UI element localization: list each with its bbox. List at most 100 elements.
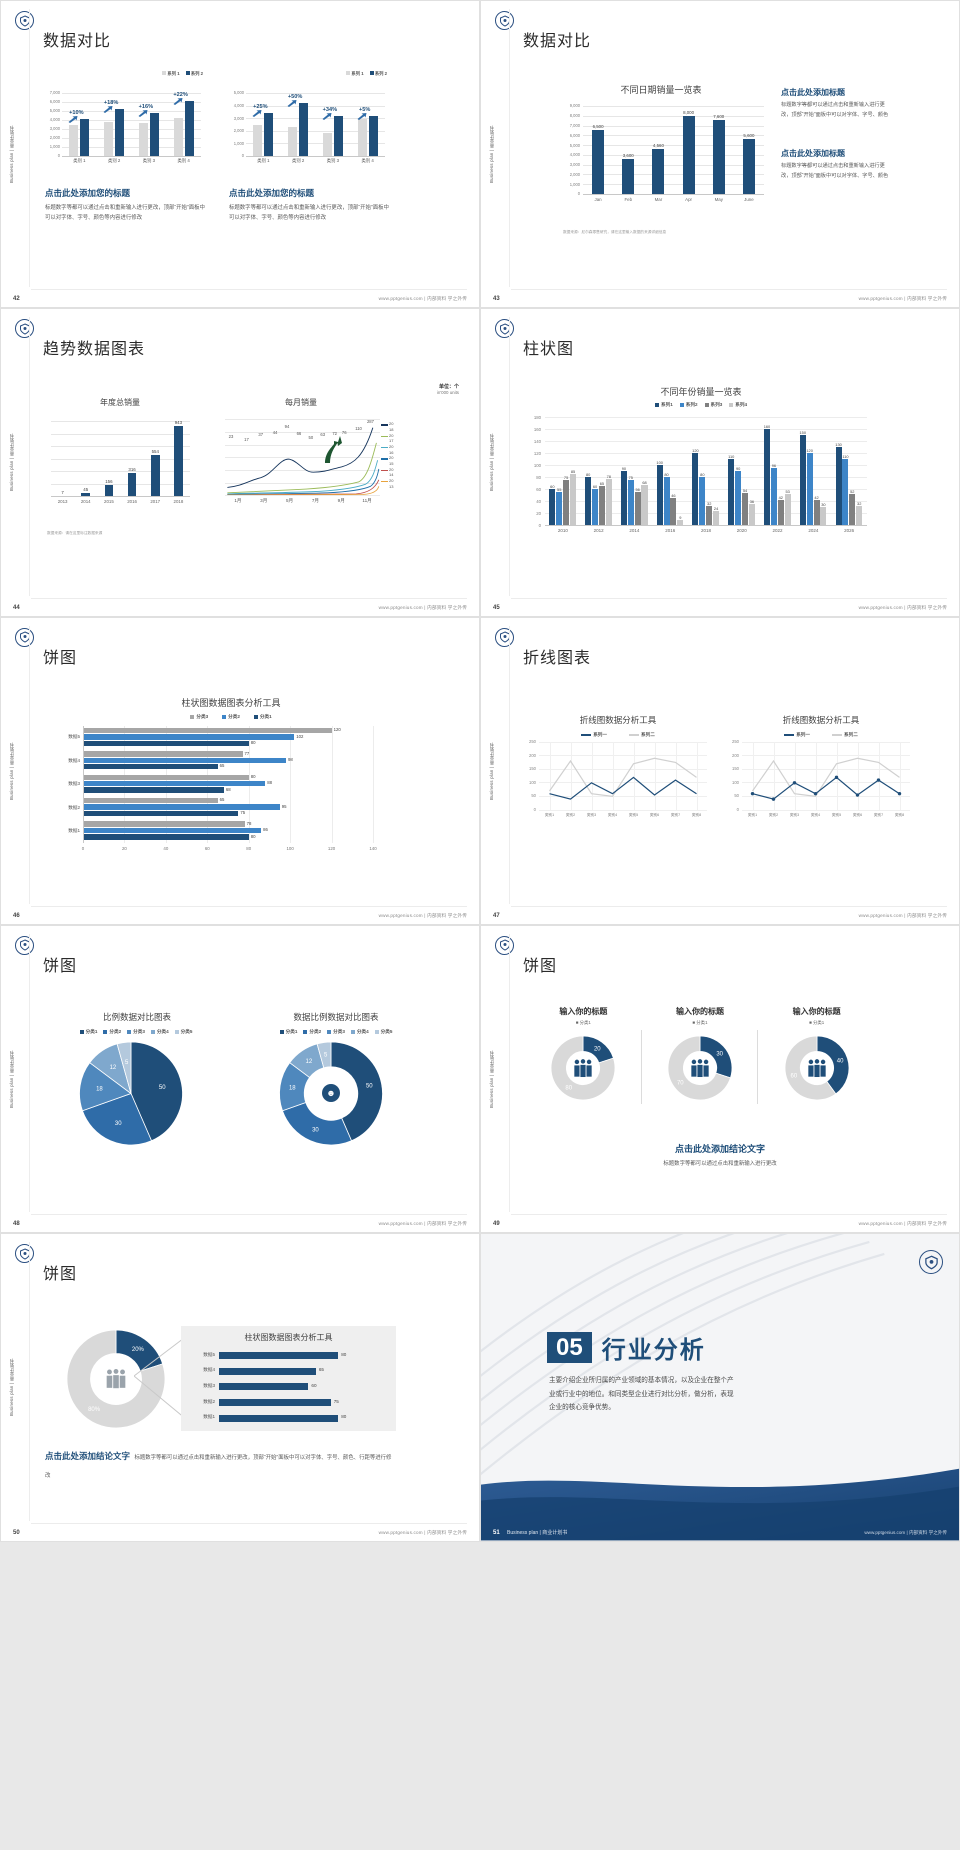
footer-divider xyxy=(31,1214,467,1216)
x-axis-label: 类别1 xyxy=(747,812,758,817)
chart-s50-panel: 柱状图数据图表分析工具 80 数据5 65 数据4 60 数据3 75 数据2 80 数据1 xyxy=(181,1326,396,1432)
bar xyxy=(735,471,742,526)
bar xyxy=(149,112,159,156)
bar-value-label: 68 xyxy=(225,786,231,792)
footer-divider xyxy=(31,1522,467,1524)
bar-value-label: 65 xyxy=(219,797,225,803)
logo-icon xyxy=(495,627,514,647)
block-body: 标题数字等都可以通过点击和重新输入进行更改，顶部“开始”面板中可以对字体、字号、… xyxy=(781,102,889,118)
gridline xyxy=(696,741,698,810)
gridline xyxy=(225,419,380,421)
x-axis-label: Mar xyxy=(654,196,663,202)
gridline xyxy=(62,120,201,121)
gridline xyxy=(539,741,707,743)
bar xyxy=(83,797,218,804)
legend-label: 系列二 xyxy=(844,731,858,737)
bar-value-label: 24 xyxy=(713,505,719,511)
y-axis-tick: 150 xyxy=(732,766,739,772)
bar-value-label: 80 xyxy=(250,739,256,745)
bar xyxy=(83,827,262,834)
pie-slices: 50 30 18 12 5 xyxy=(279,1041,383,1146)
donut-group: 输入你的标题 ■ 分类1 40 60 xyxy=(758,1004,875,1134)
x-axis-label: 类别2 xyxy=(768,812,779,817)
x-axis-tick: 140 xyxy=(369,845,377,851)
bar-value-label: 32 xyxy=(707,501,712,507)
block-body: 标题数字等都可以通过点击和重新输入进行更改，顶部“开始”面板中可以对字体、字号、… xyxy=(45,205,205,221)
x-axis-tick: 120 xyxy=(327,845,336,851)
y-axis-tick: 250 xyxy=(732,739,739,745)
gridline xyxy=(373,725,374,843)
bar xyxy=(83,757,286,763)
y-axis-tick: 6,000 xyxy=(49,99,60,105)
svg-text:20%: 20% xyxy=(132,1347,145,1353)
bar-value-label: 46 xyxy=(671,492,676,498)
bar-value-label: 80 xyxy=(250,773,256,779)
bar xyxy=(663,477,670,526)
x-axis-label: 类别 3 xyxy=(326,158,339,163)
bar xyxy=(641,484,648,526)
bar xyxy=(299,103,309,156)
chart-title-right: 每月销量 xyxy=(285,398,317,408)
footer-divider xyxy=(511,905,947,907)
gridline xyxy=(225,431,380,433)
bar-value-label: 78 xyxy=(606,473,611,479)
legend-label: 系列 1 xyxy=(351,71,364,76)
block-heading: 点击此处添加您的标题 xyxy=(45,188,131,198)
sidebar-vertical-text: Business plan | 商业计划书 xyxy=(9,741,14,800)
bar-value-label: 77 xyxy=(244,750,250,756)
bar xyxy=(83,804,280,810)
y-axis-tick: 120 xyxy=(533,450,541,456)
y-axis-tick: 100 xyxy=(529,779,536,785)
legend-label: 分类3 xyxy=(133,1028,145,1034)
bar xyxy=(742,139,755,194)
gridline xyxy=(899,741,901,810)
data-point-label: 50 xyxy=(308,434,314,440)
slide-49: Business plan | 商业计划书 饼图 输入你的标题 ■ 分类1 20 80… xyxy=(480,924,960,1234)
logo-icon xyxy=(495,319,514,339)
left-rule xyxy=(29,933,30,1213)
line-series-group xyxy=(549,757,697,800)
y-axis-tick: 180 xyxy=(533,414,541,420)
gridline xyxy=(62,102,201,103)
chart-legend: 系列1 系列2 系列3 系列4 xyxy=(581,402,821,408)
series-end-swatch xyxy=(381,458,388,460)
y-axis-tick: 100 xyxy=(732,779,739,785)
bar-value-label: 9 xyxy=(679,514,682,520)
pie-slices: 40 60 xyxy=(784,1035,850,1101)
logo-icon xyxy=(495,935,514,955)
chart-legend-left: 系列一 系列二 xyxy=(523,732,713,738)
bar-value-label: 80 xyxy=(341,1351,347,1357)
y-axis-tick: 0 xyxy=(57,153,60,159)
bar-value-label: 90 xyxy=(621,466,627,472)
gridline xyxy=(246,130,385,132)
gridline xyxy=(62,147,201,148)
slide-51: 05 行业分析 主要介绍企业所归属的产业领域的基本情况，以及企业在整个产业或行业… xyxy=(480,1233,960,1542)
chart-title: 不同年份销量一览表 xyxy=(660,387,742,398)
bar xyxy=(598,486,605,526)
people-group-icon xyxy=(102,1368,130,1390)
x-axis-line xyxy=(583,194,764,195)
left-rule xyxy=(29,625,30,904)
chart-legend-right: 系列一 系列二 xyxy=(726,732,916,738)
data-point-label: 110 xyxy=(355,425,362,431)
bar xyxy=(219,1352,339,1360)
y-axis-tick: 0 xyxy=(538,522,541,528)
bar xyxy=(219,1414,339,1422)
gridline xyxy=(583,115,764,117)
footer-note: www.pptgenius.com | 内部资料 学之外传 xyxy=(858,1221,947,1227)
donut-chart: 30 70 xyxy=(662,1030,738,1106)
bar-value-label: 80 xyxy=(250,833,256,839)
y-axis-tick: 0 xyxy=(241,153,244,159)
gridline xyxy=(225,457,380,459)
gridline xyxy=(51,483,190,485)
gridline xyxy=(742,768,910,770)
x-axis-line xyxy=(51,496,190,498)
footer-divider xyxy=(31,289,467,291)
legend-item: 分类4 xyxy=(150,1029,169,1035)
gridline xyxy=(62,138,201,139)
series-end-label: 20 xyxy=(389,432,394,438)
gridline xyxy=(539,809,707,811)
y-axis-tick: 250 xyxy=(529,739,536,745)
data-point-label: 63 xyxy=(320,432,326,438)
legend-item: 分类1 xyxy=(279,1029,297,1035)
